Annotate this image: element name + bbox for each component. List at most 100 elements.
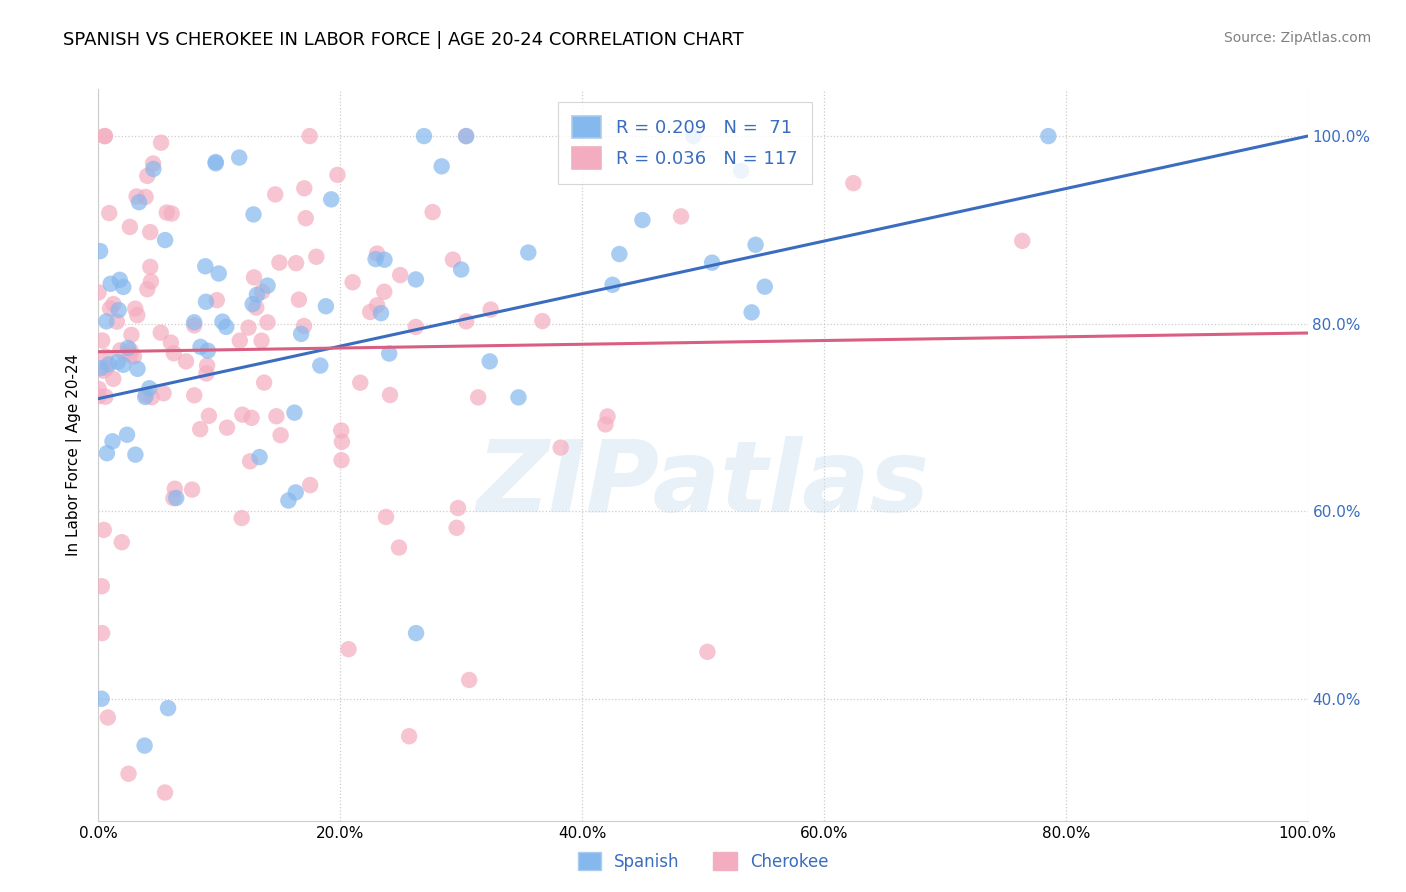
Point <box>450 262 472 277</box>
Point <box>299 478 322 492</box>
Point <box>288 293 311 307</box>
Point <box>253 376 276 390</box>
Point <box>181 483 204 497</box>
Point <box>120 343 142 358</box>
Point <box>153 785 176 799</box>
Point <box>456 314 478 328</box>
Point <box>447 501 470 516</box>
Point <box>136 169 159 183</box>
Point <box>87 389 110 403</box>
Text: ZIPatlas: ZIPatlas <box>477 435 929 533</box>
Point <box>388 541 411 555</box>
Point <box>373 285 395 299</box>
Point <box>195 359 218 373</box>
Point <box>90 361 112 376</box>
Point <box>188 422 211 436</box>
Point <box>156 205 179 219</box>
Point <box>162 491 184 505</box>
Point <box>152 386 174 401</box>
Point <box>330 424 353 438</box>
Point <box>91 334 114 348</box>
Point <box>125 189 148 203</box>
Point <box>458 673 481 687</box>
Point <box>378 346 401 360</box>
Point <box>242 207 264 221</box>
Point <box>134 390 156 404</box>
Point <box>456 129 478 144</box>
Point <box>139 275 162 289</box>
Point <box>190 340 212 354</box>
Point <box>284 485 307 500</box>
Point <box>430 159 453 173</box>
Point <box>700 255 723 269</box>
Point <box>128 195 150 210</box>
Point <box>375 510 398 524</box>
Point <box>142 156 165 170</box>
Point <box>94 390 117 404</box>
Point <box>153 233 176 247</box>
Point <box>595 417 617 432</box>
Point <box>87 285 110 300</box>
Point <box>596 409 619 424</box>
Point <box>90 579 112 593</box>
Point <box>609 247 631 261</box>
Point <box>1011 234 1033 248</box>
Point <box>204 155 226 169</box>
Point <box>124 301 146 316</box>
Point <box>405 272 427 286</box>
Point <box>631 213 654 227</box>
Point <box>139 225 162 239</box>
Point <box>277 493 299 508</box>
Point <box>138 381 160 395</box>
Point <box>215 319 238 334</box>
Point <box>231 511 253 525</box>
Point <box>118 219 141 234</box>
Point <box>754 279 776 293</box>
Point <box>90 691 112 706</box>
Point <box>326 168 349 182</box>
Point <box>256 278 278 293</box>
Point <box>842 176 865 190</box>
Point <box>315 299 337 313</box>
Point <box>96 361 118 376</box>
Point <box>330 434 353 449</box>
Point <box>96 446 118 460</box>
Point <box>97 357 120 371</box>
Point <box>101 434 124 449</box>
Point <box>364 252 387 266</box>
Legend: R = 0.209   N =  71, R = 0.036   N = 117: R = 0.209 N = 71, R = 0.036 N = 117 <box>558 102 811 184</box>
Point <box>669 210 692 224</box>
Point <box>107 355 129 369</box>
Point <box>467 390 489 404</box>
Point <box>150 136 173 150</box>
Point <box>127 361 149 376</box>
Point <box>157 701 180 715</box>
Point <box>195 367 218 381</box>
Point <box>550 441 572 455</box>
Point <box>135 388 157 402</box>
Point <box>141 390 163 404</box>
Point <box>238 320 260 334</box>
Point <box>290 326 312 341</box>
Point <box>228 151 250 165</box>
Point <box>120 327 142 342</box>
Point <box>446 521 468 535</box>
Point <box>478 354 501 368</box>
Point <box>305 250 328 264</box>
Point <box>242 297 264 311</box>
Point <box>266 409 288 424</box>
Point <box>508 390 530 404</box>
Point <box>96 314 118 328</box>
Point <box>231 408 253 422</box>
Point <box>94 350 117 364</box>
Point <box>208 267 231 281</box>
Point <box>160 335 183 350</box>
Point <box>211 315 233 329</box>
Point <box>285 256 308 270</box>
Point <box>1038 129 1060 144</box>
Y-axis label: In Labor Force | Age 20-24: In Labor Force | Age 20-24 <box>66 354 83 556</box>
Point <box>730 163 752 178</box>
Legend: Spanish, Cherokee: Spanish, Cherokee <box>569 844 837 880</box>
Point <box>378 388 401 402</box>
Point <box>246 287 269 301</box>
